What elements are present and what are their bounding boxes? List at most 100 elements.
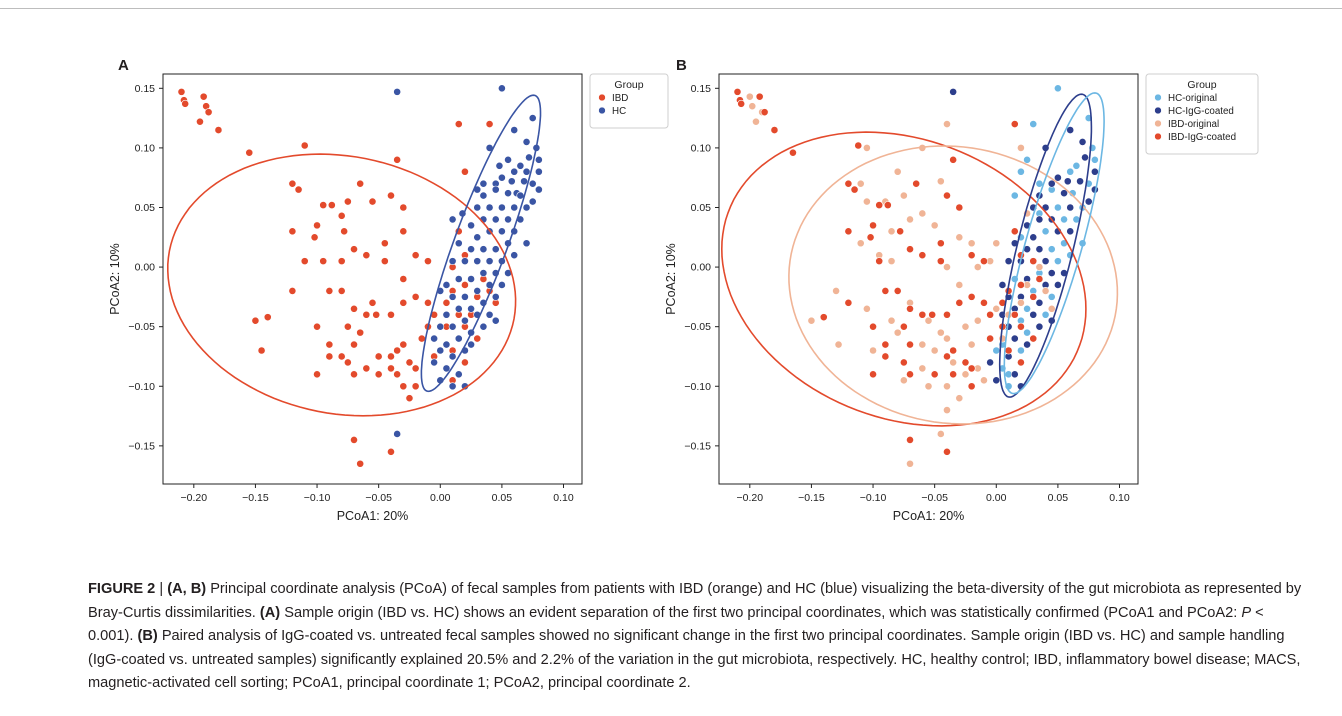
caption-figure-label: FIGURE 2	[88, 581, 156, 597]
scatter-point-ibd	[399, 382, 408, 391]
scatter-point-hc	[504, 189, 512, 198]
confidence-ellipse-hc	[420, 94, 542, 393]
scatter-point-ibd	[343, 322, 352, 331]
scatter-point-ibd-original	[955, 233, 964, 242]
caption-p-symbol: P	[1241, 604, 1252, 621]
scatter-point-hc-igg-coated	[949, 87, 958, 96]
scatter-point-ibd-igg-coated	[1029, 292, 1038, 301]
scatter-point-ibd-igg-coated	[893, 287, 902, 295]
scatter-point-ibd	[387, 364, 395, 373]
scatter-point-ibd-igg-coated	[1017, 322, 1025, 331]
x-axis-label: PCoA1: 20%	[893, 509, 965, 523]
confidence-ellipse-ibd-igg-coated	[720, 131, 1087, 427]
y-tick-label: 0.10	[691, 142, 712, 154]
scatter-point-hc	[473, 203, 482, 212]
scatter-point-ibd-original	[856, 239, 865, 248]
scatter-point-hc-igg-coated	[998, 281, 1007, 289]
scatter-point-hc	[516, 161, 525, 170]
y-tick-label: 0.05	[691, 202, 712, 214]
scatter-point-hc	[467, 245, 475, 254]
scatter-point-hc	[525, 153, 533, 162]
scatter-point-hc	[454, 334, 463, 343]
scatter-point-ibd-igg-coated	[918, 310, 927, 319]
scatter-point-hc	[436, 322, 445, 331]
scatter-point-ibd	[380, 239, 389, 248]
x-axis-label: PCoA1: 20%	[337, 509, 409, 523]
x-tick-label: 0.05	[492, 492, 513, 504]
scatter-point-ibd	[387, 191, 395, 200]
scatter-point-hc-original	[1047, 292, 1056, 301]
y-tick-label: −0.05	[128, 321, 155, 333]
scatter-point-hc	[522, 138, 531, 146]
scatter-point-hc	[479, 245, 488, 254]
y-tick-label: −0.10	[684, 381, 711, 393]
scatter-point-hc	[479, 322, 488, 331]
scatter-point-ibd-original	[899, 376, 908, 385]
scatter-point-hc	[534, 185, 543, 194]
scatter-point-ibd	[196, 117, 204, 126]
scatter-point-ibd	[368, 298, 377, 307]
scatter-point-hc-igg-coated	[1066, 203, 1075, 212]
confidence-ellipse-hc-igg-coated	[998, 93, 1093, 398]
scatter-point-ibd-igg-coated	[955, 298, 964, 307]
scatter-point-hc-igg-coated	[1076, 177, 1084, 186]
scatter-point-ibd-original	[924, 382, 933, 391]
scatter-point-hc-igg-coated	[1010, 370, 1019, 379]
scatter-point-hc	[479, 179, 488, 188]
scatter-point-ibd-original	[862, 143, 871, 152]
scatter-point-ibd-igg-coated	[930, 370, 939, 379]
legend-entry: HC-IgG-coated	[1168, 106, 1234, 117]
scatter-point-ibd-igg-coated	[918, 251, 927, 260]
scatter-point-ibd	[181, 99, 190, 108]
scatter-point-ibd-igg-coated	[967, 364, 976, 373]
scatter-point-ibd-igg-coated	[844, 179, 853, 188]
top-rule	[0, 8, 1342, 9]
scatter-point-ibd	[362, 310, 371, 319]
scatter-point-ibd-original	[906, 459, 914, 468]
scatter-point-ibd	[337, 211, 346, 220]
scatter-point-ibd-igg-coated	[943, 447, 951, 456]
scatter-point-hc-original	[1072, 161, 1081, 170]
scatter-point-ibd-original	[992, 304, 1001, 313]
scatter-point-ibd-original	[943, 263, 951, 271]
y-tick-label: 0.15	[135, 83, 156, 95]
scatter-point-hc	[520, 177, 528, 186]
scatter-point-hc	[497, 281, 506, 289]
scatter-point-ibd-igg-coated	[866, 233, 875, 242]
scatter-point-ibd-igg-coated	[869, 322, 877, 331]
scatter-point-ibd-igg-coated	[949, 370, 958, 379]
pcoa-plot-a: −0.20 −0.15 −0.10 −0.05 0.00 0.05 0.10 −0.15 −0.…	[108, 73, 669, 523]
scatter-point-ibd-igg-coated	[850, 185, 859, 194]
scatter-point-hc-igg-coated	[1029, 233, 1038, 242]
scatter-point-hc	[454, 370, 463, 379]
x-tick-label: −0.20	[181, 492, 208, 504]
scatter-point-ibd	[313, 221, 321, 230]
scatter-point-ibd	[257, 346, 266, 355]
scatter-point-ibd	[251, 316, 260, 325]
x-tick-label: −0.10	[860, 492, 887, 504]
scatter-point-ibd-original	[943, 382, 951, 391]
scatter-point-ibd-igg-coated	[819, 313, 828, 322]
scatter-point-ibd	[356, 328, 365, 337]
scatter-point-ibd-original	[745, 92, 754, 101]
scatter-point-ibd-igg-coated	[967, 292, 976, 301]
scatter-point-ibd	[368, 197, 377, 206]
scatter-point-hc-original	[1041, 310, 1050, 319]
scatter-point-hc-original	[1060, 215, 1068, 224]
scatter-point-hc-original	[1023, 155, 1031, 164]
scatter-point-hc-igg-coated	[1081, 153, 1089, 162]
scatter-point-ibd-igg-coated	[770, 126, 779, 134]
scatter-point-ibd-igg-coated	[906, 245, 914, 254]
scatter-point-hc	[448, 215, 457, 224]
plot-frame	[718, 73, 1139, 485]
scatter-point-ibd	[337, 257, 346, 266]
scatter-point-ibd-igg-coated	[844, 298, 853, 307]
scatter-point-hc-original	[1010, 191, 1019, 200]
scatter-point-hc-igg-coated	[1063, 177, 1072, 186]
scatter-point-ibd-igg-coated	[755, 92, 764, 101]
x-tick-label: −0.15	[242, 492, 269, 504]
scatter-point-hc	[454, 275, 463, 283]
scatter-point-hc	[442, 340, 451, 349]
scatter-point-ibd-igg-coated	[906, 340, 914, 349]
legend-marker	[1154, 93, 1162, 102]
